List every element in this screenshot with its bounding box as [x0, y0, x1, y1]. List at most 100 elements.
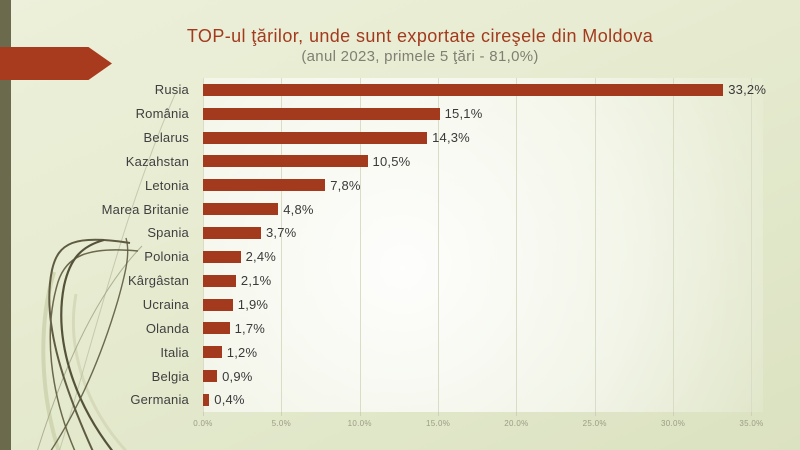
bar-track: 1,2% — [203, 340, 765, 364]
category-label: Ucraina — [142, 297, 189, 313]
category-label: Polonia — [144, 249, 189, 265]
value-label: 1,9% — [237, 297, 269, 313]
bar — [203, 346, 222, 359]
bar-row: Belgia 0,9% — [95, 364, 765, 388]
value-label: 33,2% — [728, 82, 767, 98]
bar-track: 1,7% — [203, 316, 765, 340]
bar-row: România 15,1% — [95, 102, 765, 126]
x-axis-tick-label: 25.0% — [582, 419, 607, 428]
value-label: 2,1% — [240, 273, 272, 289]
bar — [203, 155, 368, 168]
bar — [203, 322, 230, 335]
bar — [203, 274, 236, 287]
bar-row: Germania 0,4% — [95, 388, 765, 412]
bar-track: 7,8% — [203, 173, 765, 197]
value-label: 0,9% — [222, 368, 253, 384]
bar-track: 0,9% — [203, 364, 765, 388]
category-label: Kârgâstan — [127, 273, 189, 289]
red-arrow-banner — [0, 47, 112, 80]
axis-tick — [438, 412, 440, 416]
x-axis-tick-label: 20.0% — [504, 419, 529, 428]
axis-tick — [359, 412, 361, 416]
bar-row: Marea Britanie 4,8% — [95, 197, 765, 221]
x-axis-tick-label: 10.0% — [347, 419, 372, 428]
axis-tick — [281, 412, 283, 416]
value-label: 15,1% — [444, 106, 483, 122]
bar-row: Italia 1,2% — [95, 340, 765, 364]
axis-tick — [516, 412, 518, 416]
category-label: Letonia — [144, 177, 189, 193]
bar — [203, 179, 326, 192]
bar — [203, 83, 724, 96]
category-label: România — [135, 106, 189, 122]
bar — [203, 393, 210, 406]
bar-track: 15,1% — [203, 102, 765, 126]
bar — [203, 131, 428, 144]
bar-track: 10,5% — [203, 150, 765, 174]
bar-row: Rusia 33,2% — [95, 78, 766, 102]
value-label: 3,7% — [265, 225, 297, 241]
bar-chart: 0.0% 5.0% 10.0% 15.0% 20.0% 25.0% 30.0% 35.0% R… — [95, 78, 766, 434]
value-label: 14,3% — [432, 130, 470, 146]
bar-track: 3,7% — [203, 221, 765, 245]
category-label: Belarus — [143, 130, 189, 146]
bar-row: Belarus 14,3% — [95, 126, 765, 150]
axis-tick — [594, 412, 596, 416]
bar-track: 33,2% — [203, 78, 766, 102]
bar-track: 14,3% — [203, 126, 765, 150]
value-label: 2,4% — [245, 249, 277, 265]
chart-title: TOP-ul ţărilor, unde sunt exportate cire… — [186, 26, 654, 46]
title-block: TOP-ul ţărilor, unde sunt exportate cire… — [110, 25, 730, 65]
axis-tick — [751, 412, 753, 416]
category-label: Spania — [147, 225, 189, 241]
gridline — [438, 78, 440, 412]
bar-row: Letonia 7,8% — [95, 173, 765, 197]
bar-track: 4,8% — [203, 197, 765, 221]
x-axis-tick-label: 5.0% — [271, 419, 292, 428]
value-label: 7,8% — [330, 177, 361, 193]
gridline — [673, 78, 675, 412]
bar — [203, 370, 218, 383]
gridline — [203, 78, 204, 412]
value-label: 4,8% — [283, 201, 314, 217]
category-label: Marea Britanie — [101, 201, 189, 217]
bar-row: Ucraina 1,9% — [95, 293, 765, 317]
bar-row: Polonia 2,4% — [95, 245, 765, 269]
x-axis-tick-label: 15.0% — [425, 419, 451, 428]
bar-row: Spania 3,7% — [95, 221, 765, 245]
x-axis-tick-label: 30.0% — [661, 419, 686, 428]
value-label: 0,4% — [214, 392, 245, 408]
category-label: Olanda — [145, 320, 189, 336]
gridline — [281, 78, 283, 412]
bar — [203, 107, 440, 120]
bar-track: 2,4% — [203, 245, 765, 269]
gridline — [751, 78, 753, 412]
category-label: Rusia — [154, 82, 189, 98]
bar-track: 1,9% — [203, 293, 765, 317]
bar — [203, 298, 233, 311]
x-axis-tick-label: 0.0% — [193, 419, 213, 428]
bar-rows: Rusia 33,2% România 15,1% Belarus 14,3% Kazahs… — [95, 78, 766, 412]
gridline — [516, 78, 518, 412]
gridline — [359, 78, 361, 412]
chart-subtitle: (anul 2023, primele 5 ţări - 81,0%) — [301, 48, 539, 65]
bar-track: 2,1% — [203, 269, 765, 293]
gridline — [594, 78, 596, 412]
x-axis-tick-label: 35.0% — [739, 419, 764, 428]
bar-row: Olanda 1,7% — [95, 316, 765, 340]
bar — [203, 250, 241, 263]
category-label: Germania — [130, 392, 189, 408]
category-label: Italia — [160, 344, 189, 360]
axis-tick — [673, 412, 675, 416]
bar-row: Kârgâstan 2,1% — [95, 269, 765, 293]
category-label: Belgia — [151, 368, 189, 384]
value-label: 1,7% — [234, 320, 266, 336]
bar-track: 0,4% — [203, 388, 765, 412]
bar — [203, 203, 279, 216]
bar-row: Kazahstan 10,5% — [95, 150, 765, 174]
bar — [203, 226, 261, 239]
category-label: Kazahstan — [125, 153, 189, 169]
left-accent-stripe — [0, 0, 11, 450]
value-label: 1,2% — [226, 344, 258, 360]
